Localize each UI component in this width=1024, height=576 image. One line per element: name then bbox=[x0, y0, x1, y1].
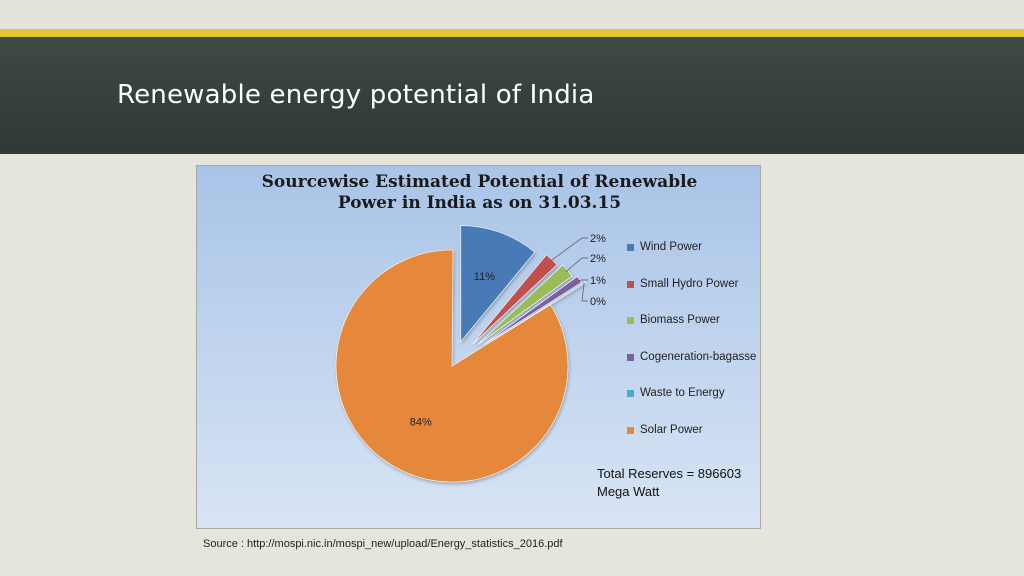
accent-bar bbox=[0, 29, 1024, 37]
leader-line-2 bbox=[565, 257, 588, 272]
title-band bbox=[0, 37, 1024, 154]
leader-line-4 bbox=[581, 282, 588, 302]
top-strip bbox=[0, 0, 1024, 29]
data-label-1: 2% bbox=[590, 233, 606, 245]
chart-title-line-2: Power in India as on 31.03.15 bbox=[337, 193, 622, 213]
data-label-3: 1% bbox=[590, 275, 606, 287]
legend-label: Wind Power bbox=[640, 241, 702, 253]
legend-label: Small Hydro Power bbox=[640, 278, 739, 290]
chart-panel: 11% 84% 2% 2% 1% 0% Sourcewise Estimated Pote… bbox=[196, 165, 761, 529]
chart-title-line-1: Sourcewise Estimated Potential of Renewa… bbox=[261, 172, 698, 192]
total-reserves-annotation: Total Reserves = 896603 Mega Watt bbox=[597, 465, 757, 501]
data-label-0: 11% bbox=[474, 271, 495, 283]
legend-swatch bbox=[627, 244, 634, 251]
data-label-5: 84% bbox=[410, 417, 432, 429]
legend-swatch bbox=[627, 427, 634, 434]
pie-slice-solar-power bbox=[335, 249, 569, 483]
legend-swatch bbox=[627, 354, 634, 361]
pie-chart: 11% 84% 2% 2% 1% 0% bbox=[335, 225, 606, 483]
legend-item-solar: Solar Power bbox=[627, 423, 757, 438]
legend-item-small-hydro: Small Hydro Power bbox=[627, 277, 757, 292]
legend-item-waste: Waste to Energy bbox=[627, 386, 757, 401]
legend-label: Biomass Power bbox=[640, 314, 720, 326]
legend-swatch bbox=[627, 390, 634, 397]
total-reserves-line-1: Total Reserves = 896603 bbox=[597, 466, 742, 481]
legend-item-cogeneration: Cogeneration-bagasse bbox=[627, 350, 757, 365]
pie-slice-cogeneration-bagasse bbox=[483, 276, 582, 345]
legend-label: Waste to Energy bbox=[640, 387, 725, 399]
leader-line-1 bbox=[550, 237, 588, 262]
legend-label: Solar Power bbox=[640, 424, 703, 436]
chart-title: Sourcewise Estimated Potential of Renewa… bbox=[197, 172, 762, 214]
slide-title: Renewable energy potential of India bbox=[117, 80, 595, 110]
legend-item-biomass: Biomass Power bbox=[627, 313, 757, 328]
pie-slice-small-hydro-power bbox=[472, 254, 558, 345]
legend-swatch bbox=[627, 317, 634, 324]
source-citation: Source : http://mospi.nic.in/mospi_new/u… bbox=[203, 538, 563, 550]
legend-label: Cogeneration-bagasse bbox=[640, 351, 757, 363]
leader-line-3 bbox=[577, 279, 588, 281]
pie-slice-waste-to-energy bbox=[487, 281, 587, 344]
pie-slice-wind-power bbox=[460, 225, 536, 343]
data-label-4: 0% bbox=[590, 296, 606, 308]
total-reserves-line-2: Mega Watt bbox=[597, 484, 660, 499]
legend-swatch bbox=[627, 281, 634, 288]
legend-item-wind: Wind Power bbox=[627, 240, 757, 255]
data-label-2: 2% bbox=[590, 253, 606, 265]
